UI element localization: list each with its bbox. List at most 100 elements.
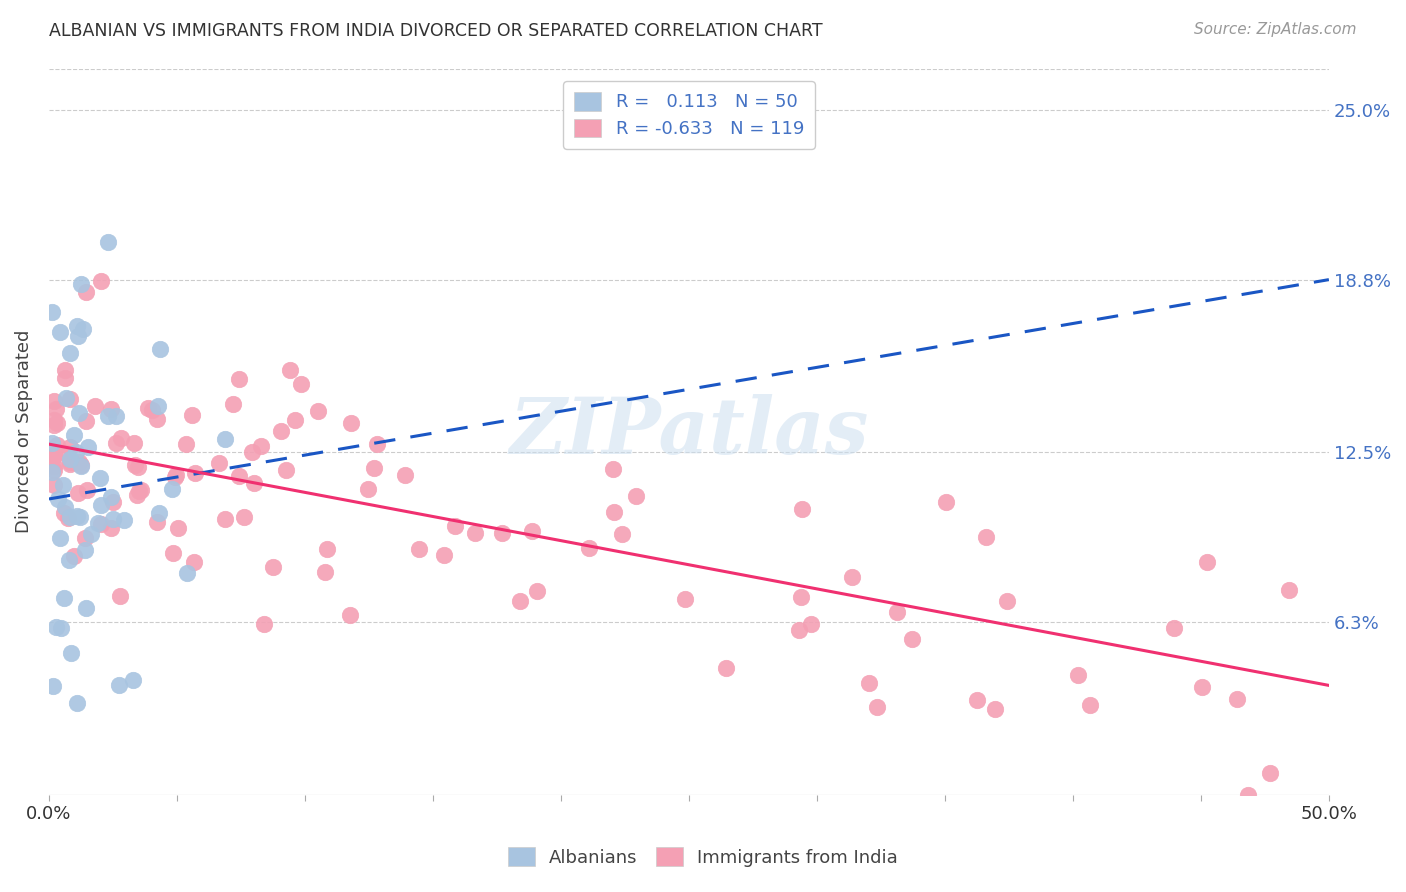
Point xyxy=(67,455,90,469)
Point xyxy=(44,393,66,408)
Point xyxy=(75,285,97,299)
Point xyxy=(787,623,810,637)
Point xyxy=(214,511,236,525)
Point xyxy=(444,518,467,533)
Point xyxy=(221,397,243,411)
Point xyxy=(976,530,998,544)
Point xyxy=(995,594,1018,608)
Text: ALBANIAN VS IMMIGRANTS FROM INDIA DIVORCED OR SEPARATED CORRELATION CHART: ALBANIAN VS IMMIGRANTS FROM INDIA DIVORC… xyxy=(49,22,823,40)
Point xyxy=(284,413,307,427)
Point xyxy=(184,466,207,480)
Point xyxy=(41,305,63,319)
Point xyxy=(673,592,696,607)
Point xyxy=(290,377,312,392)
Point xyxy=(278,363,301,377)
Point xyxy=(146,411,169,425)
Point xyxy=(55,391,77,405)
Point xyxy=(214,432,236,446)
Point xyxy=(183,555,205,569)
Text: ZIPatlas: ZIPatlas xyxy=(509,393,869,470)
Point xyxy=(49,621,72,635)
Point xyxy=(800,617,823,632)
Point xyxy=(90,516,112,531)
Point xyxy=(59,455,82,469)
Point xyxy=(53,363,76,377)
Point xyxy=(96,409,118,423)
Point xyxy=(316,541,339,556)
Point xyxy=(125,488,148,502)
Point xyxy=(935,495,957,509)
Point xyxy=(66,696,89,710)
Point xyxy=(100,402,122,417)
Point xyxy=(100,490,122,504)
Point xyxy=(42,449,65,463)
Point xyxy=(100,521,122,535)
Point xyxy=(1163,621,1185,635)
Point xyxy=(48,326,70,340)
Point xyxy=(62,427,84,442)
Point xyxy=(433,549,456,563)
Point xyxy=(67,406,90,420)
Point xyxy=(262,560,284,574)
Point xyxy=(63,549,86,563)
Point xyxy=(45,416,67,430)
Point xyxy=(53,371,76,385)
Y-axis label: Divorced or Separated: Divorced or Separated xyxy=(15,330,32,533)
Point xyxy=(107,678,129,692)
Point xyxy=(149,342,172,356)
Point xyxy=(714,660,737,674)
Point xyxy=(148,506,170,520)
Point xyxy=(42,463,65,477)
Point xyxy=(72,322,94,336)
Point xyxy=(1078,698,1101,712)
Point xyxy=(112,513,135,527)
Point xyxy=(624,489,647,503)
Point xyxy=(59,392,82,406)
Point xyxy=(228,469,250,483)
Point xyxy=(966,693,988,707)
Point xyxy=(276,463,298,477)
Point xyxy=(176,436,198,450)
Point xyxy=(526,583,548,598)
Point xyxy=(886,605,908,619)
Point xyxy=(80,526,103,541)
Point xyxy=(1191,680,1213,694)
Point xyxy=(520,524,543,539)
Point xyxy=(101,512,124,526)
Point xyxy=(249,438,271,452)
Point xyxy=(42,458,65,473)
Point xyxy=(208,456,231,470)
Point xyxy=(141,403,163,417)
Point xyxy=(228,371,250,385)
Point xyxy=(270,425,292,439)
Point xyxy=(901,632,924,646)
Point xyxy=(41,679,63,693)
Point xyxy=(163,470,186,484)
Point xyxy=(242,476,264,491)
Point xyxy=(46,491,69,506)
Point xyxy=(841,570,863,584)
Point xyxy=(127,459,149,474)
Point xyxy=(84,400,107,414)
Point xyxy=(129,483,152,497)
Point xyxy=(42,413,65,427)
Point xyxy=(77,440,100,454)
Point xyxy=(176,566,198,580)
Point xyxy=(162,482,184,496)
Point xyxy=(59,451,82,466)
Point xyxy=(240,445,263,459)
Point xyxy=(105,409,128,423)
Point xyxy=(49,531,72,545)
Point xyxy=(603,505,626,519)
Point xyxy=(42,418,65,433)
Point xyxy=(59,346,82,360)
Point xyxy=(55,445,77,459)
Legend: R =   0.113   N = 50, R = -0.633   N = 119: R = 0.113 N = 50, R = -0.633 N = 119 xyxy=(564,81,814,149)
Point xyxy=(45,402,67,417)
Point xyxy=(602,462,624,476)
Point xyxy=(146,399,169,413)
Point xyxy=(89,471,111,485)
Point xyxy=(59,457,82,471)
Point xyxy=(339,608,361,623)
Point xyxy=(89,274,111,288)
